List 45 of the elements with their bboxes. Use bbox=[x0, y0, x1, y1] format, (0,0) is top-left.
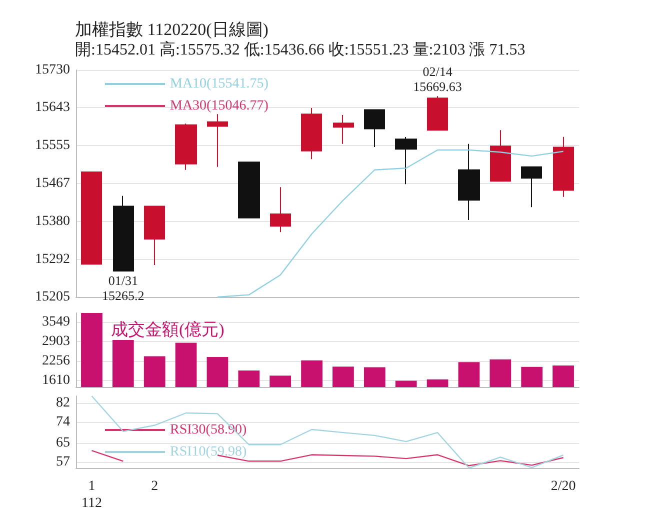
y-tick-label: 15205 bbox=[35, 290, 70, 304]
y-tick-label: 15643 bbox=[35, 100, 70, 116]
candlestick bbox=[333, 114, 354, 144]
y-tick-label: 2903 bbox=[42, 334, 70, 349]
candlestick bbox=[301, 108, 322, 160]
y-tick-label: 82 bbox=[56, 396, 70, 411]
y-tick-label: 15730 bbox=[35, 62, 70, 78]
candlestick bbox=[395, 136, 417, 185]
annotation: 01/31 15265.2 bbox=[102, 272, 144, 303]
annotation: 02/14 15669.63 bbox=[413, 64, 462, 94]
candlestick bbox=[553, 136, 574, 198]
candlestick bbox=[364, 109, 385, 148]
line-series bbox=[216, 149, 564, 298]
y-tick-label: 65 bbox=[56, 436, 70, 451]
candlestick bbox=[490, 130, 511, 182]
candlestick bbox=[175, 123, 197, 170]
y-tick-label: 15467 bbox=[35, 176, 70, 192]
candlestick bbox=[521, 166, 542, 208]
candlestick bbox=[427, 96, 448, 131]
y-tick-label: 74 bbox=[56, 414, 70, 430]
candlestick bbox=[458, 143, 480, 221]
y-tick-label: 15292 bbox=[35, 252, 70, 267]
chart-subtitle: 開:15452.01 高:15575.32 低:15436.66 收:15551.23 量:2103 漲 71.53 bbox=[75, 40, 526, 58]
candlestick bbox=[81, 172, 102, 265]
legend-label: RSI30(58.90) bbox=[170, 422, 247, 438]
y-tick-label: 15555 bbox=[35, 138, 70, 154]
y-tick-label: 2256 bbox=[42, 353, 70, 368]
x-tick-label: 2/20 bbox=[550, 479, 576, 494]
y-tick-label: 15380 bbox=[35, 214, 70, 229]
legend-label: MA30(15046.77) bbox=[170, 98, 269, 114]
candlestick bbox=[113, 195, 134, 272]
candlestick bbox=[238, 162, 260, 218]
chart-title: 加權指數 1120220(日線圖) bbox=[75, 20, 268, 39]
candlestick bbox=[144, 206, 165, 266]
candlestick bbox=[270, 186, 291, 233]
x-tick-label: 1 112 bbox=[81, 479, 102, 511]
legend-label: MA10(15541.75) bbox=[170, 76, 269, 92]
y-tick-label: 57 bbox=[56, 454, 70, 470]
chart-title: 成交金額(億元) bbox=[111, 320, 224, 339]
y-tick-label: 1610 bbox=[42, 372, 70, 388]
y-tick-label: 3549 bbox=[42, 314, 70, 330]
line-series bbox=[91, 395, 564, 469]
legend-label: RSI10(59.98) bbox=[170, 444, 247, 460]
candlestick bbox=[207, 114, 228, 168]
x-tick-label: 2 bbox=[151, 479, 158, 494]
